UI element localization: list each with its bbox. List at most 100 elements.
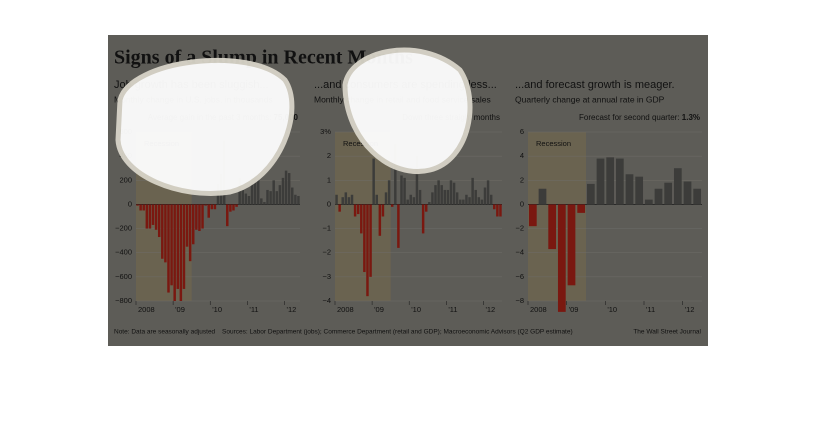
bar bbox=[489, 194, 493, 205]
bar bbox=[577, 204, 586, 213]
annotation-value: 1.3% bbox=[682, 113, 700, 122]
bar bbox=[421, 204, 425, 234]
x-tick-label: '10 bbox=[212, 305, 222, 314]
x-tick-label: '12 bbox=[485, 305, 495, 314]
bar bbox=[387, 180, 391, 205]
y-tick-label: −600 bbox=[115, 272, 132, 281]
bar bbox=[229, 204, 232, 212]
bar bbox=[232, 204, 235, 211]
recession-label: Recession bbox=[343, 139, 378, 148]
bar bbox=[291, 187, 294, 205]
bar bbox=[443, 189, 447, 205]
bar bbox=[260, 198, 263, 205]
bar bbox=[366, 204, 369, 297]
bar bbox=[275, 191, 279, 205]
bar bbox=[397, 204, 400, 248]
bar bbox=[483, 187, 487, 205]
y-tick-label: −200 bbox=[115, 224, 132, 233]
bar bbox=[250, 177, 254, 205]
bar bbox=[496, 204, 499, 217]
bar bbox=[465, 194, 468, 205]
bar bbox=[390, 204, 394, 207]
bar bbox=[403, 177, 406, 205]
bar bbox=[406, 199, 409, 205]
x-tick-label: '11 bbox=[448, 305, 457, 314]
x-tick-label: '11 bbox=[249, 305, 258, 314]
bar bbox=[468, 197, 471, 205]
y-tick-label: 3% bbox=[320, 127, 331, 136]
bar bbox=[548, 204, 557, 250]
recession-label: Recession bbox=[536, 139, 571, 148]
bar bbox=[201, 204, 204, 229]
bar bbox=[557, 204, 566, 312]
bar bbox=[350, 194, 354, 205]
bar bbox=[347, 197, 351, 205]
y-tick-label: −4 bbox=[515, 248, 524, 257]
x-tick-label: 2008 bbox=[138, 305, 155, 314]
x-tick-label: '10 bbox=[607, 305, 617, 314]
sources: Sources: Labor Department (jobs); Commer… bbox=[222, 329, 573, 336]
x-tick-label: 2008 bbox=[530, 305, 547, 314]
bar bbox=[452, 182, 456, 205]
recession-shade bbox=[528, 132, 586, 301]
bar bbox=[499, 204, 502, 217]
bar bbox=[287, 173, 291, 205]
bar bbox=[179, 204, 183, 301]
bar bbox=[606, 157, 615, 205]
bar bbox=[412, 197, 416, 205]
bar bbox=[538, 188, 547, 205]
bar bbox=[297, 195, 300, 205]
bar bbox=[567, 204, 576, 286]
bar bbox=[596, 158, 605, 205]
y-tick-label: −3 bbox=[322, 272, 331, 281]
bar bbox=[360, 204, 363, 234]
y-tick-label: −400 bbox=[115, 248, 132, 257]
bar bbox=[136, 204, 139, 206]
bar bbox=[151, 204, 155, 225]
annotation-text: Forecast for second quarter: bbox=[579, 113, 680, 122]
bar bbox=[440, 185, 443, 205]
bar bbox=[294, 194, 297, 205]
bar bbox=[272, 180, 275, 205]
y-tick-label: 2 bbox=[520, 175, 524, 184]
bar bbox=[253, 175, 257, 205]
bar bbox=[173, 204, 176, 301]
bar bbox=[256, 177, 260, 205]
x-tick-label: '09 bbox=[175, 305, 185, 314]
x-tick-label: '09 bbox=[374, 305, 384, 314]
x-tick-label: '11 bbox=[646, 305, 655, 314]
bar bbox=[170, 204, 173, 286]
bar bbox=[344, 192, 348, 205]
y-tick-label: −1 bbox=[322, 224, 331, 233]
y-tick-label: −2 bbox=[515, 224, 524, 233]
y-tick-label: 2 bbox=[327, 151, 331, 160]
bar bbox=[195, 204, 198, 230]
bar bbox=[415, 156, 419, 205]
bar bbox=[278, 185, 282, 205]
bar bbox=[586, 183, 595, 205]
bar bbox=[204, 204, 207, 206]
chart-subtitle: Quarterly change at annual rate in GDP bbox=[515, 94, 665, 104]
bar bbox=[372, 158, 375, 205]
bar bbox=[474, 189, 477, 205]
bar bbox=[381, 204, 385, 217]
bar bbox=[424, 204, 428, 212]
bar bbox=[409, 194, 413, 205]
y-tick-label: 200 bbox=[119, 175, 132, 184]
bar bbox=[139, 204, 142, 211]
bar bbox=[198, 204, 201, 231]
bar bbox=[375, 194, 378, 205]
bar bbox=[431, 192, 434, 205]
bar bbox=[418, 189, 422, 205]
bar bbox=[148, 204, 152, 229]
bar bbox=[437, 180, 440, 205]
y-tick-label: −8 bbox=[515, 296, 524, 305]
bar bbox=[269, 191, 272, 205]
bar bbox=[341, 197, 344, 205]
annotation: Forecast for second quarter: 1.3% bbox=[579, 113, 700, 122]
bar bbox=[363, 204, 366, 273]
y-tick-label: −4 bbox=[322, 296, 331, 305]
bar bbox=[664, 182, 673, 205]
bar bbox=[335, 194, 338, 205]
bar bbox=[142, 204, 145, 211]
